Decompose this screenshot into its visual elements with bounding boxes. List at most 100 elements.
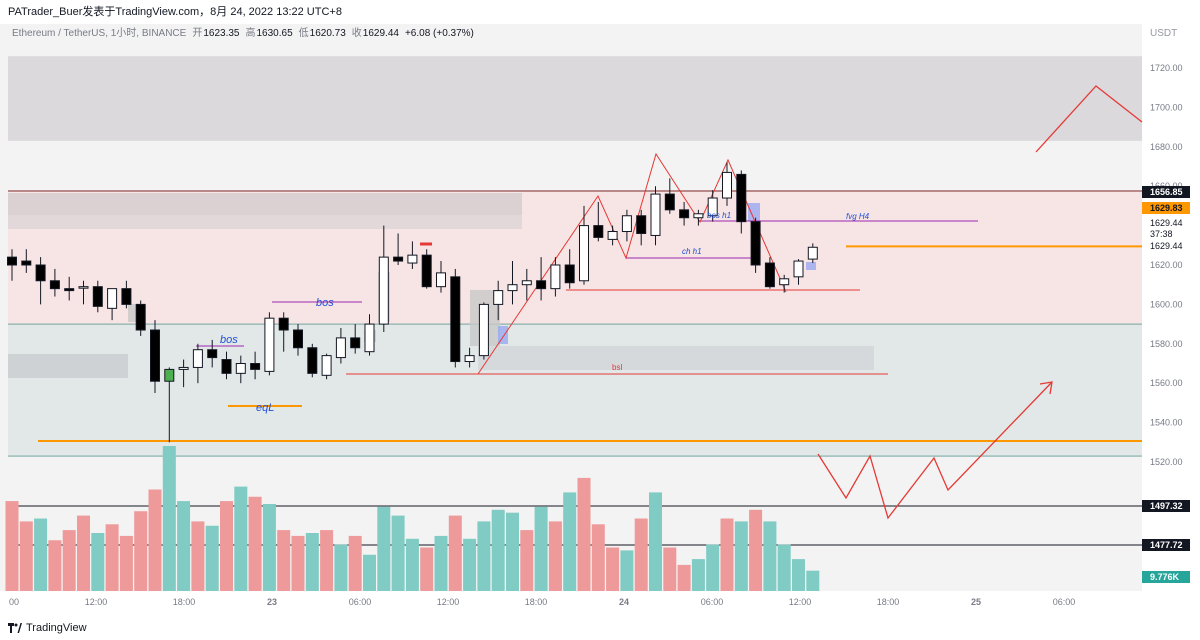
candle <box>49 268 60 297</box>
symbol-info-line: Ethereum / TetherUS, 1小时, BINANCE 开1623.3… <box>12 26 474 39</box>
symbol-info-low: 1620.73 <box>310 28 347 39</box>
candle <box>364 314 375 356</box>
candle-body <box>436 272 446 288</box>
candle-body <box>207 349 218 359</box>
footer-brand[interactable]: TradingView <box>26 622 87 634</box>
volume-bar <box>506 512 519 591</box>
volume-bar <box>577 477 591 591</box>
upper-supply-zone <box>8 56 1142 141</box>
volume-bar <box>663 547 677 591</box>
candle-body <box>192 349 203 368</box>
bar-countdown: 37:38 <box>1150 229 1173 239</box>
annotation-bos: bos <box>220 334 238 346</box>
volume-bar <box>634 518 648 591</box>
candle <box>121 280 132 309</box>
candle-body <box>807 246 818 260</box>
candle <box>307 343 318 378</box>
volume-bar <box>262 504 276 591</box>
candle-body <box>321 355 332 376</box>
candle <box>64 276 75 301</box>
candle-body <box>764 262 775 288</box>
candle-body <box>7 256 17 266</box>
candle-body <box>135 303 146 331</box>
low-marker-text: 1629.44 <box>1150 241 1183 251</box>
volume-bar <box>548 521 562 591</box>
volume-bar <box>463 538 477 591</box>
y-tick-label: 1620.00 <box>1150 260 1183 270</box>
candle-body <box>621 215 632 233</box>
volume-bar <box>220 501 233 591</box>
header-separator: ， <box>199 6 211 18</box>
symbol-info-high-label: 高 <box>245 26 255 39</box>
candle <box>135 300 146 336</box>
candle <box>664 178 675 214</box>
candle-body <box>164 368 175 382</box>
symbol-info-close-label: 收 <box>352 26 362 39</box>
volume-bar <box>706 544 720 591</box>
candle <box>750 217 761 273</box>
blue-imbalance-2 <box>748 203 760 221</box>
candle-body <box>493 290 504 305</box>
low-marker-badge: 1629.44 <box>1142 240 1190 252</box>
x-tick-label: 06:00 <box>349 597 372 607</box>
x-tick-label: 12:00 <box>85 597 108 607</box>
volume-bar <box>77 515 90 591</box>
candle <box>321 353 332 380</box>
projection-arrow-head <box>1039 381 1053 395</box>
candle <box>793 259 804 285</box>
zones-layer <box>8 56 1142 457</box>
volume-bar <box>305 533 319 591</box>
volume-bar <box>591 524 605 591</box>
x-axis[interactable]: 00 12:00 18:00 23 06:00 12:00 18:00 24 06:00 12:0… <box>9 597 1075 607</box>
high-marker-badge: 1629.83 <box>1142 202 1190 214</box>
candle <box>293 324 303 356</box>
candle-body <box>121 288 132 305</box>
high-marker-badge-text: 1629.83 <box>1150 203 1183 213</box>
volume-readout-badge-bg <box>1142 571 1190 583</box>
volume-layer <box>5 446 820 591</box>
currency-label: USDT <box>1150 28 1177 39</box>
low-marker-badge-bg <box>1142 240 1190 252</box>
candle <box>192 343 203 384</box>
candle-body <box>235 363 246 374</box>
candle-body <box>364 323 375 353</box>
candle <box>507 261 518 305</box>
candle-body <box>450 276 461 363</box>
candle <box>421 249 432 289</box>
price-axis-background[interactable] <box>1142 24 1200 616</box>
candle <box>393 233 404 265</box>
candle <box>722 162 732 206</box>
x-tick-label: 18:00 <box>877 597 900 607</box>
annotation-fvg-h4: fvg H4 <box>846 212 870 221</box>
support-1-price-badge-text: 1497.32 <box>1150 501 1183 511</box>
volume-bar <box>420 547 434 591</box>
volume-bar <box>91 533 105 591</box>
candle-body <box>579 225 589 282</box>
candle <box>35 257 46 305</box>
header-bar: PATrader_Buer发表于TradingView.com，8月 24, 2… <box>0 0 1200 24</box>
candle <box>407 241 418 269</box>
x-tick-label: 18:00 <box>173 597 196 607</box>
candle <box>21 249 32 273</box>
projection-path-down <box>817 381 1053 520</box>
y-tick-label: 1520.00 <box>1150 457 1183 467</box>
time-axis-background[interactable] <box>0 591 1142 616</box>
candle-body <box>564 264 575 284</box>
symbol-info-low-label: 低 <box>299 26 309 39</box>
candle <box>235 355 246 384</box>
volume-bar <box>377 506 391 591</box>
support-2-price-badge: 1477.72 <box>1142 539 1190 551</box>
candle <box>593 201 604 242</box>
candle-body <box>421 254 432 288</box>
y-tick-label: 1700.00 <box>1150 102 1183 112</box>
zigzag-structure <box>477 152 787 375</box>
candle-body <box>293 329 303 349</box>
y-tick-label: 1720.00 <box>1150 63 1183 73</box>
candle-body <box>49 280 60 290</box>
candle-body <box>278 317 289 331</box>
volume-bar <box>534 506 548 591</box>
candle-body <box>750 221 761 266</box>
candle <box>92 280 103 313</box>
